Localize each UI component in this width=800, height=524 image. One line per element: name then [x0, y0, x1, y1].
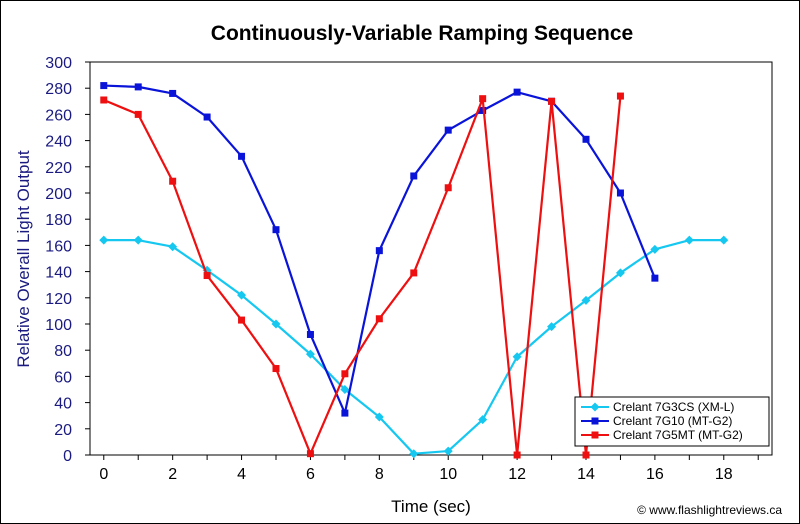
- legend-entry-label: Crelant 7G5MT (MT-G2): [613, 428, 743, 442]
- y-tick-label: 160: [45, 238, 72, 255]
- data-point: [237, 290, 247, 300]
- data-point: [341, 370, 349, 378]
- x-tick-label: 8: [375, 466, 384, 483]
- data-point: [100, 96, 108, 104]
- data-point: [548, 97, 556, 105]
- data-point: [272, 226, 280, 234]
- credit-text: © www.flashlightreviews.ca: [637, 503, 782, 517]
- data-point: [582, 451, 590, 459]
- x-axis-label: Time (sec): [391, 497, 471, 516]
- data-point: [581, 295, 591, 305]
- x-tick-label: 14: [577, 466, 595, 483]
- y-tick-label: 0: [63, 448, 72, 465]
- data-point: [615, 268, 625, 278]
- data-point: [547, 322, 557, 332]
- data-point: [306, 450, 314, 458]
- x-tick-label: 4: [237, 466, 246, 483]
- data-point: [203, 113, 211, 121]
- data-point: [375, 247, 383, 255]
- y-tick-label: 240: [45, 134, 72, 151]
- y-tick-label: 140: [45, 265, 72, 282]
- data-point: [513, 88, 521, 96]
- x-tick-label: 12: [508, 466, 526, 483]
- x-tick-label: 18: [715, 466, 733, 483]
- data-point: [169, 89, 177, 97]
- data-point: [134, 83, 142, 91]
- data-point: [410, 172, 418, 180]
- data-point: [238, 316, 246, 324]
- data-point: [100, 82, 108, 90]
- data-point: [168, 242, 178, 252]
- legend-marker: [591, 417, 599, 425]
- data-point: [651, 274, 659, 282]
- data-point: [341, 409, 349, 417]
- y-tick-label: 120: [45, 291, 72, 308]
- data-point: [443, 446, 453, 456]
- data-point: [410, 269, 418, 277]
- data-point: [616, 189, 624, 197]
- data-point: [306, 330, 314, 338]
- legend-marker: [591, 431, 599, 439]
- data-point: [684, 235, 694, 245]
- data-point: [478, 415, 488, 425]
- data-point: [409, 449, 419, 459]
- data-point: [271, 319, 281, 329]
- x-tick-label: 0: [99, 466, 108, 483]
- x-tick-label: 2: [168, 466, 177, 483]
- data-point: [719, 235, 729, 245]
- y-tick-label: 20: [54, 422, 72, 439]
- data-point: [305, 349, 315, 359]
- data-point: [513, 451, 521, 459]
- data-point: [272, 365, 280, 373]
- legend-entry-label: Crelant 7G3CS (XM-L): [613, 400, 734, 414]
- data-point: [512, 352, 522, 362]
- plot-border: [89, 61, 773, 456]
- data-point: [479, 106, 487, 114]
- data-point: [444, 184, 452, 192]
- data-point: [169, 177, 177, 185]
- y-tick-label: 300: [45, 55, 72, 72]
- data-point: [340, 385, 350, 394]
- legend-marker: [590, 402, 600, 412]
- series-line-3: [103, 95, 622, 457]
- y-tick-label: 80: [54, 343, 72, 360]
- y-tick-label: 220: [45, 160, 72, 177]
- data-point: [134, 110, 142, 118]
- x-tick-label: 10: [439, 466, 457, 483]
- data-point: [616, 92, 624, 100]
- chart-title: Continuously-Variable Ramping Sequence: [211, 22, 633, 45]
- y-tick-label: 180: [45, 212, 72, 229]
- x-tick-label: 6: [306, 466, 315, 483]
- data-point: [203, 272, 211, 280]
- y-tick-label: 200: [45, 186, 72, 203]
- data-point: [479, 95, 487, 103]
- y-tick-label: 60: [54, 369, 72, 386]
- y-tick-label: 100: [45, 317, 72, 334]
- data-point: [133, 235, 143, 245]
- data-point: [650, 244, 660, 254]
- legend-entry-label: Crelant 7G10 (MT-G2): [613, 414, 732, 428]
- x-tick-label: 16: [646, 466, 664, 483]
- data-point: [444, 126, 452, 134]
- data-point: [582, 135, 590, 143]
- data-point: [375, 315, 383, 323]
- y-axis-label: Relative Overall Light Output: [14, 150, 33, 368]
- data-point: [374, 412, 384, 422]
- y-tick-label: 260: [45, 107, 72, 124]
- data-point: [238, 152, 246, 160]
- y-tick-label: 280: [45, 81, 72, 98]
- y-tick-label: 40: [54, 396, 72, 413]
- plot-area: 0204060801001201401601802002202402602803…: [45, 55, 773, 483]
- data-point: [99, 235, 109, 245]
